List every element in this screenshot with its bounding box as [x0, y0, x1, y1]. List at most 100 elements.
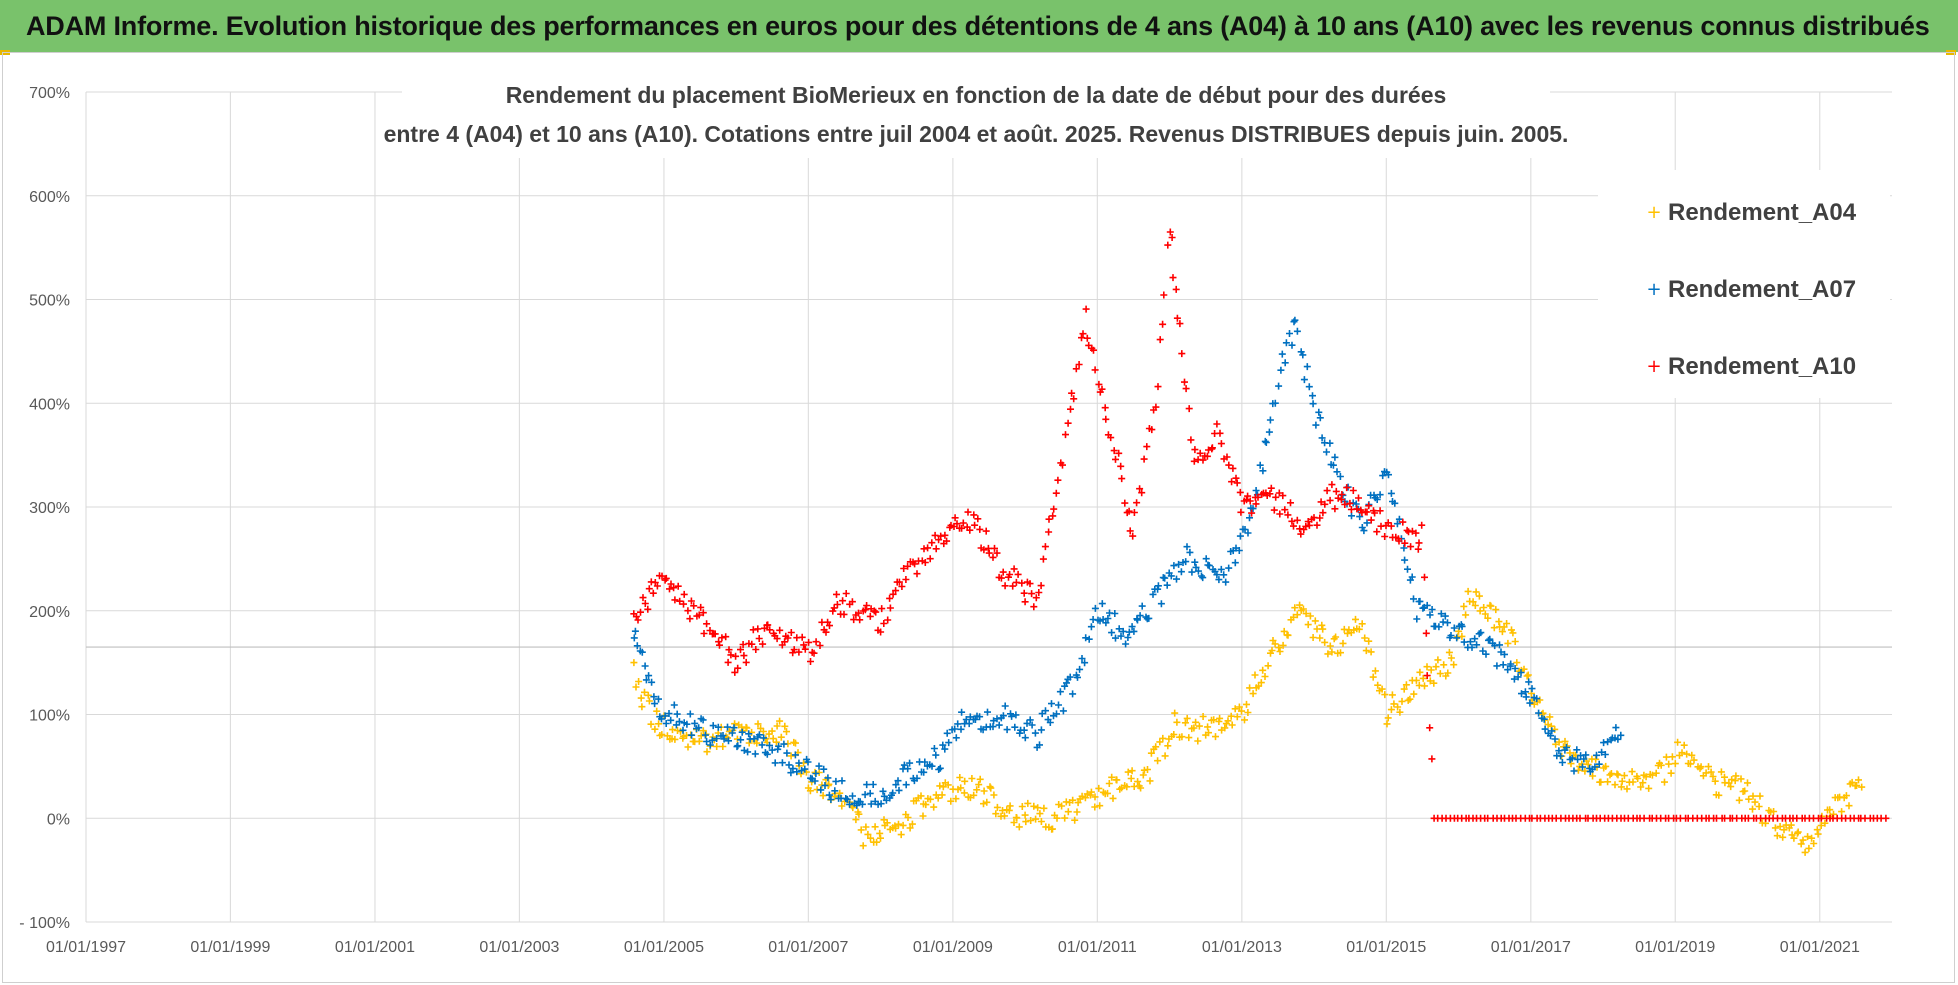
data-point [999, 568, 1007, 576]
data-point [742, 658, 750, 666]
data-point [645, 585, 653, 593]
data-point [1248, 509, 1256, 517]
data-point [964, 508, 972, 516]
data-point [921, 758, 929, 766]
data-point [892, 587, 900, 595]
data-point [1484, 614, 1492, 622]
data-point [1022, 818, 1030, 826]
data-point [1124, 634, 1132, 641]
data-point [1170, 731, 1178, 738]
data-point [951, 514, 959, 522]
data-point [740, 652, 748, 660]
data-point [1204, 723, 1212, 731]
data-point [1001, 702, 1009, 710]
data-point [1423, 672, 1431, 680]
data-point [1629, 778, 1637, 786]
data-point [1421, 573, 1428, 581]
data-point [1212, 733, 1219, 741]
x-tick-label: 01/01/2005 [624, 939, 704, 956]
data-point [1434, 656, 1442, 664]
data-point [1574, 755, 1582, 763]
data-point [1049, 825, 1056, 833]
data-point [1095, 784, 1103, 792]
data-point [1202, 555, 1210, 563]
data-point [638, 648, 646, 656]
data-point [824, 774, 832, 782]
data-point [1235, 547, 1243, 554]
data-point [1055, 701, 1062, 709]
data-point [913, 570, 921, 578]
data-point [701, 731, 709, 739]
data-point [1124, 768, 1132, 776]
data-point [1668, 753, 1676, 761]
data-point [1432, 663, 1440, 671]
data-point [870, 607, 878, 615]
data-point [673, 710, 681, 718]
data-point [1744, 779, 1751, 787]
data-point [1639, 779, 1647, 787]
data-point [1332, 633, 1340, 641]
data-point [1045, 515, 1053, 523]
data-point [973, 786, 981, 794]
data-point [961, 777, 969, 785]
data-point [773, 722, 781, 730]
data-point [637, 694, 645, 702]
data-point [1466, 638, 1474, 646]
data-point [1076, 665, 1084, 673]
data-point [1187, 436, 1195, 444]
data-point [1210, 716, 1218, 724]
data-point [899, 821, 907, 829]
data-point [1173, 718, 1181, 726]
data-point [958, 708, 966, 716]
data-point [1213, 571, 1221, 579]
data-point [819, 792, 827, 800]
data-point [965, 720, 973, 728]
data-point [1365, 637, 1373, 645]
data-point [1053, 814, 1061, 822]
data-point [1533, 695, 1541, 703]
data-point [922, 801, 930, 809]
data-point [951, 725, 959, 733]
data-point [1249, 505, 1257, 513]
data-point [1079, 330, 1087, 338]
data-point [904, 765, 912, 773]
data-point [1286, 330, 1293, 337]
data-point [688, 731, 696, 739]
data-point [840, 610, 848, 618]
data-point [1566, 749, 1574, 757]
data-point [1513, 659, 1521, 667]
data-point [895, 820, 902, 828]
data-point [838, 777, 846, 785]
data-point [1059, 461, 1066, 469]
data-point [651, 700, 659, 708]
data-point [684, 607, 692, 615]
data-point [1128, 623, 1136, 631]
data-point [1343, 484, 1351, 492]
data-point [1384, 714, 1392, 722]
data-point [686, 615, 694, 623]
data-point [947, 797, 955, 805]
data-point [1437, 610, 1445, 618]
data-point [684, 743, 692, 751]
data-point [1030, 603, 1038, 611]
x-tick-label: 01/01/2001 [335, 939, 415, 956]
data-point [1291, 316, 1299, 324]
data-point [753, 739, 761, 747]
data-point [1503, 620, 1511, 627]
data-point [1064, 419, 1072, 427]
data-point [727, 651, 735, 659]
data-point [1105, 780, 1113, 787]
data-point [781, 638, 789, 646]
data-point [1032, 815, 1040, 823]
data-point [1711, 777, 1719, 785]
data-point [976, 713, 984, 721]
data-point [1297, 530, 1305, 538]
data-point [703, 748, 711, 756]
data-point [1680, 741, 1688, 749]
data-point [1181, 719, 1189, 727]
data-point [1326, 642, 1334, 650]
data-point [743, 724, 751, 732]
data-point [1464, 587, 1472, 595]
data-point [1401, 556, 1409, 564]
data-point [792, 739, 799, 747]
